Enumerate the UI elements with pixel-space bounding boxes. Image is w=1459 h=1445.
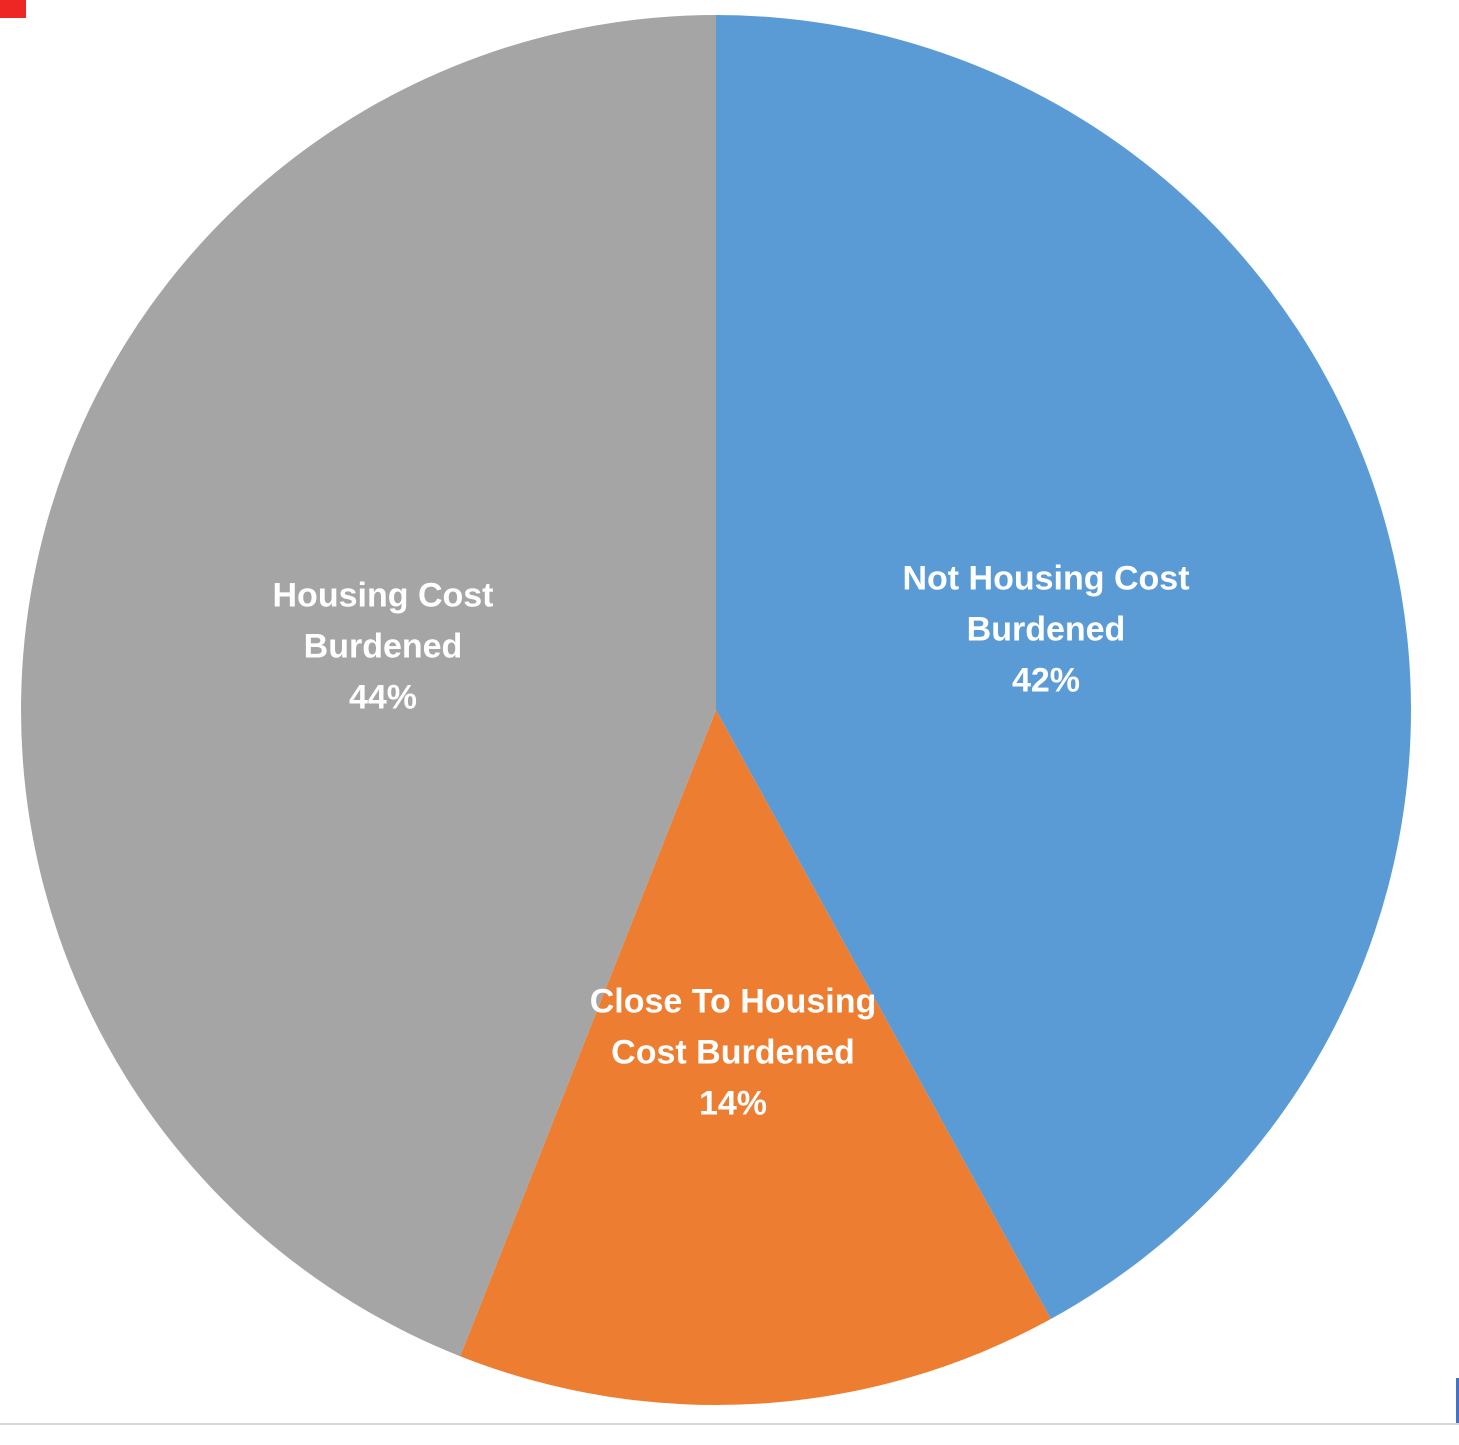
corner-marker xyxy=(0,0,26,18)
bottom-divider xyxy=(0,1423,1459,1425)
pie-slice-0 xyxy=(716,15,1411,1320)
pie-slice-1 xyxy=(460,710,1051,1405)
right-edge-accent xyxy=(1456,1378,1459,1423)
pie-slice-2 xyxy=(21,15,717,1357)
